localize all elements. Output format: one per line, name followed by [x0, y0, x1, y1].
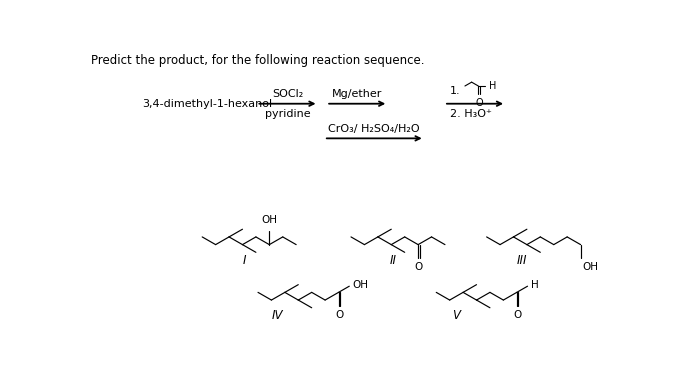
Text: CrO₃/ H₂SO₄/H₂O: CrO₃/ H₂SO₄/H₂O: [328, 124, 420, 134]
Text: H: H: [531, 280, 538, 290]
Text: IV: IV: [272, 309, 283, 322]
Text: III: III: [517, 254, 526, 267]
Text: O: O: [335, 310, 344, 320]
Text: Predict the product, for the following reaction sequence.: Predict the product, for the following r…: [92, 54, 425, 67]
Text: Mg/ether: Mg/ether: [332, 90, 382, 100]
Text: OH: OH: [261, 215, 277, 225]
Text: O: O: [513, 310, 522, 320]
Text: H: H: [489, 81, 496, 91]
Text: OH: OH: [582, 262, 598, 272]
Text: 3,4-dimethyl-1-hexanol: 3,4-dimethyl-1-hexanol: [143, 99, 273, 109]
Text: pyridine: pyridine: [265, 109, 310, 119]
Text: 1.: 1.: [450, 86, 461, 96]
Text: O: O: [475, 98, 483, 108]
Text: II: II: [390, 254, 397, 267]
Text: OH: OH: [352, 280, 368, 290]
Text: SOCl₂: SOCl₂: [272, 90, 303, 100]
Text: I: I: [243, 254, 246, 267]
Text: V: V: [452, 309, 460, 322]
Text: 2. H₃O⁺: 2. H₃O⁺: [450, 109, 492, 119]
Text: O: O: [415, 262, 423, 272]
